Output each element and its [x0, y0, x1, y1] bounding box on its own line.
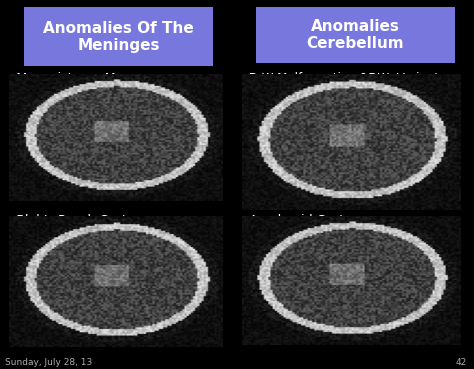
Text: Sunday, July 28, 13: Sunday, July 28, 13 [5, 358, 92, 367]
FancyBboxPatch shape [24, 7, 213, 66]
Text: •Arachnoid Cyst: •Arachnoid Cyst [242, 214, 344, 227]
Text: ©2012 Elena Andreeva: ©2012 Elena Andreeva [14, 336, 103, 345]
Text: •Blak’s Pouch Cyst: •Blak’s Pouch Cyst [9, 214, 128, 227]
Text: Anomalies Of The
Meninges: Anomalies Of The Meninges [43, 21, 194, 53]
Text: 42: 42 [456, 358, 467, 367]
FancyBboxPatch shape [256, 7, 455, 63]
Text: Anomalies
Cerebellum: Anomalies Cerebellum [307, 19, 404, 51]
Text: •D-W Malformation &DW- Variant: •D-W Malformation &DW- Variant [242, 72, 439, 85]
Text: •Megacisterna Magna: •Megacisterna Magna [9, 72, 147, 85]
